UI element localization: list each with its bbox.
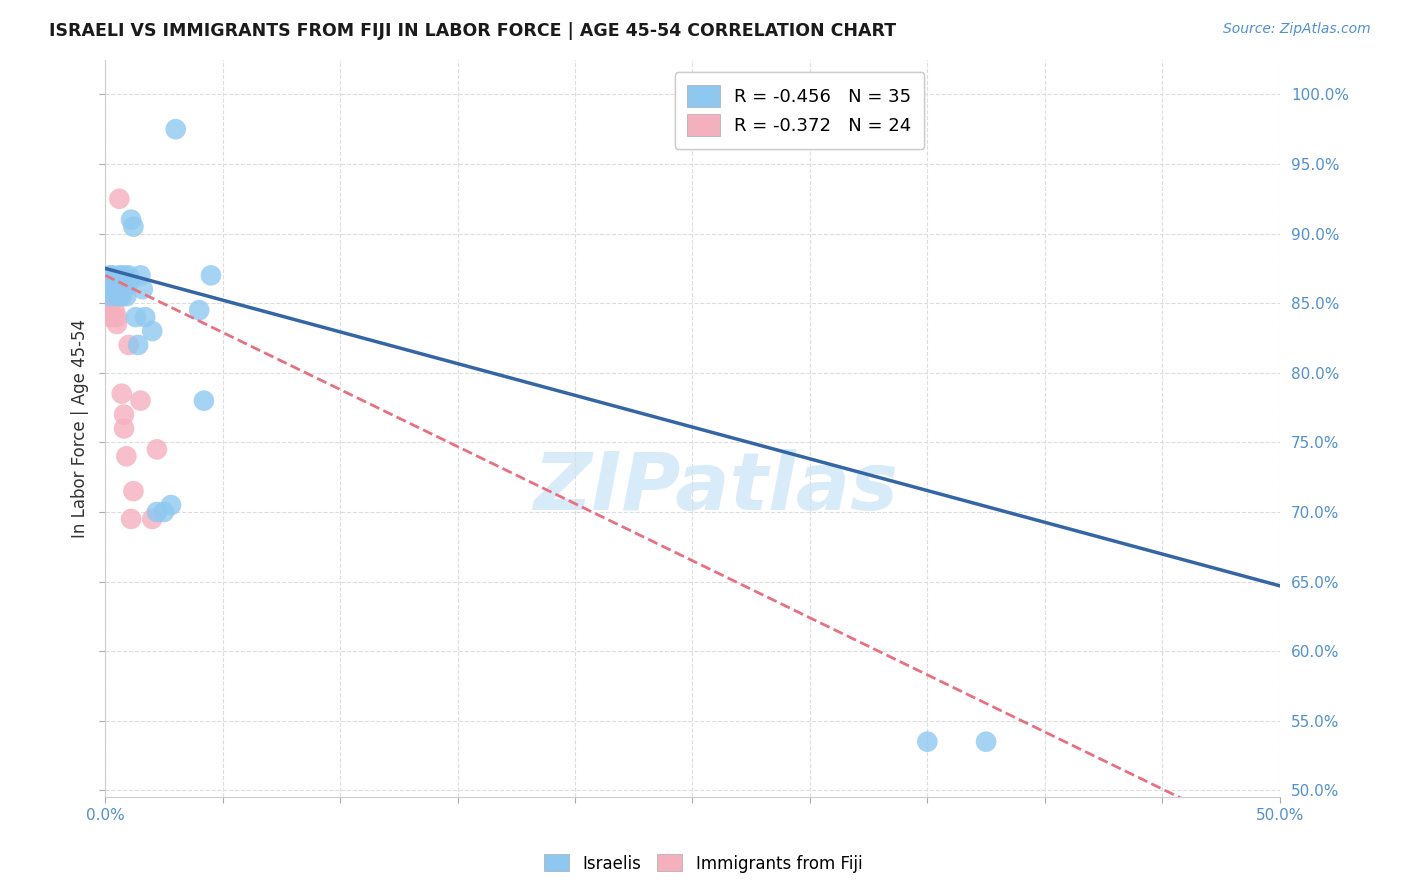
Point	[111, 289, 134, 303]
Legend: R = -0.456   N = 35, R = -0.372   N = 24: R = -0.456 N = 35, R = -0.372 N = 24	[675, 72, 924, 149]
Point	[122, 219, 145, 234]
Point	[120, 512, 142, 526]
Point	[108, 289, 131, 303]
Point	[112, 268, 135, 283]
Point	[105, 310, 128, 325]
Point	[112, 408, 135, 422]
Point	[111, 271, 134, 285]
Point	[98, 289, 121, 303]
Point	[104, 310, 127, 325]
Point	[129, 393, 152, 408]
Point	[98, 289, 121, 303]
Point	[112, 282, 135, 296]
Point	[193, 393, 215, 408]
Point	[141, 512, 163, 526]
Text: ZIPatlas: ZIPatlas	[533, 449, 898, 526]
Y-axis label: In Labor Force | Age 45-54: In Labor Force | Age 45-54	[72, 319, 89, 538]
Point	[129, 268, 152, 283]
Point	[98, 303, 121, 318]
Point	[153, 505, 176, 519]
Point	[98, 310, 121, 325]
Point	[125, 310, 148, 325]
Point	[165, 122, 187, 136]
Text: ISRAELI VS IMMIGRANTS FROM FIJI IN LABOR FORCE | AGE 45-54 CORRELATION CHART: ISRAELI VS IMMIGRANTS FROM FIJI IN LABOR…	[49, 22, 897, 40]
Text: Source: ZipAtlas.com: Source: ZipAtlas.com	[1223, 22, 1371, 37]
Point	[104, 303, 127, 318]
Point	[146, 505, 169, 519]
Point	[108, 192, 131, 206]
Point	[115, 450, 138, 464]
Point	[115, 279, 138, 293]
Point	[127, 338, 149, 352]
Point	[141, 324, 163, 338]
Point	[118, 338, 141, 352]
Point	[160, 498, 183, 512]
Point	[146, 442, 169, 457]
Point	[118, 268, 141, 283]
Point	[917, 734, 939, 748]
Legend: Israelis, Immigrants from Fiji: Israelis, Immigrants from Fiji	[537, 847, 869, 880]
Point	[974, 734, 997, 748]
Point	[98, 279, 121, 293]
Point	[98, 296, 121, 310]
Point	[108, 279, 131, 293]
Point	[118, 276, 141, 290]
Point	[104, 276, 127, 290]
Point	[112, 421, 135, 435]
Point	[97, 282, 120, 296]
Point	[188, 303, 211, 318]
Point	[108, 268, 131, 283]
Point	[122, 484, 145, 499]
Point	[132, 282, 155, 296]
Point	[111, 386, 134, 401]
Point	[101, 282, 124, 296]
Point	[200, 268, 222, 283]
Point	[101, 289, 124, 303]
Point	[101, 282, 124, 296]
Point	[105, 317, 128, 331]
Point	[120, 212, 142, 227]
Point	[105, 289, 128, 303]
Point	[105, 282, 128, 296]
Point	[97, 289, 120, 303]
Point	[134, 310, 156, 325]
Point	[98, 268, 121, 283]
Point	[115, 289, 138, 303]
Point	[101, 268, 124, 283]
